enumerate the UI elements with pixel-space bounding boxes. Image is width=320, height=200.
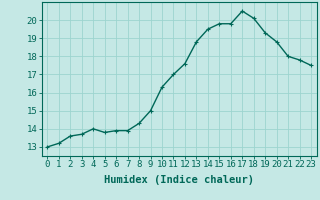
X-axis label: Humidex (Indice chaleur): Humidex (Indice chaleur) [104, 175, 254, 185]
